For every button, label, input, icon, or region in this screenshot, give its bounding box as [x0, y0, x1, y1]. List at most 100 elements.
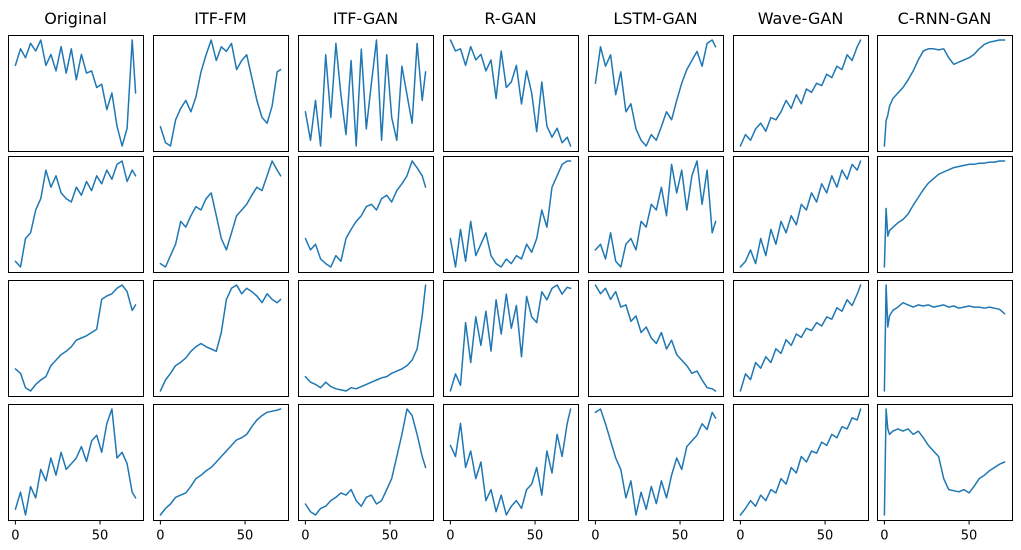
- panel-frame: [298, 35, 434, 152]
- column-title-itf-gan: ITF-GAN: [333, 9, 398, 28]
- x-tick-label: 0: [880, 529, 888, 544]
- panel-frame: [588, 280, 724, 397]
- panel-r2-r-gan: [443, 156, 579, 273]
- series-line: [883, 284, 1006, 392]
- panel-r3-wave-gan: [733, 280, 869, 397]
- panel-r3-itf-gan: [298, 280, 434, 397]
- panel-r1-itf-fm: [153, 35, 289, 152]
- x-tick-label: 50: [527, 529, 544, 544]
- series-line: [304, 39, 427, 147]
- panel-r4-itf-gan: [298, 404, 434, 521]
- series-line: [739, 408, 862, 516]
- panel-r4-lstm-gan: [588, 404, 724, 521]
- panel-frame: [588, 404, 724, 521]
- series-line: [594, 160, 717, 268]
- series-line: [739, 160, 862, 268]
- panel-r1-original: [8, 35, 144, 152]
- x-tick-label: 50: [92, 529, 109, 544]
- panel-r2-itf-gan: [298, 156, 434, 273]
- panel-r1-c-rnn-gan: [877, 35, 1013, 152]
- x-tick-label: 0: [301, 529, 309, 544]
- series-line: [594, 408, 717, 516]
- series-line: [159, 39, 282, 147]
- x-tick-label: 0: [11, 529, 19, 544]
- panel-r4-wave-gan: [733, 404, 869, 521]
- panel-r1-itf-gan: [298, 35, 434, 152]
- series-line: [14, 160, 137, 268]
- x-tick-label: 50: [961, 529, 978, 544]
- panel-frame: [443, 280, 579, 397]
- panel-r1-wave-gan: [733, 35, 869, 152]
- panel-r3-original: [8, 280, 144, 397]
- panel-r3-r-gan: [443, 280, 579, 397]
- panel-frame: [877, 156, 1013, 273]
- panel-frame: [733, 404, 869, 521]
- series-line: [304, 160, 427, 268]
- panel-frame: [8, 156, 144, 273]
- panel-frame: [733, 35, 869, 152]
- panel-r3-lstm-gan: [588, 280, 724, 397]
- panel-r2-original: [8, 156, 144, 273]
- series-line: [14, 408, 137, 516]
- panel-r4-itf-fm: [153, 404, 289, 521]
- panel-frame: [8, 280, 144, 397]
- x-tick-label: 0: [736, 529, 744, 544]
- series-line: [739, 284, 862, 392]
- series-line: [14, 284, 137, 392]
- series-line: [739, 39, 862, 147]
- panel-frame: [8, 35, 144, 152]
- panel-r4-r-gan: [443, 404, 579, 521]
- panel-frame: [153, 156, 289, 273]
- panel-r2-c-rnn-gan: [877, 156, 1013, 273]
- panel-frame: [8, 404, 144, 521]
- series-line: [14, 39, 137, 147]
- series-line: [159, 160, 282, 268]
- series-line: [883, 408, 1006, 516]
- x-tick-label: 0: [156, 529, 164, 544]
- panel-frame: [588, 156, 724, 273]
- panel-frame: [588, 35, 724, 152]
- series-line: [594, 39, 717, 147]
- series-line: [594, 284, 717, 392]
- series-line: [159, 284, 282, 392]
- panel-r2-wave-gan: [733, 156, 869, 273]
- series-line: [304, 284, 427, 392]
- panel-r4-c-rnn-gan: [877, 404, 1013, 521]
- column-title-wave-gan: Wave-GAN: [758, 9, 844, 28]
- series-line: [449, 284, 572, 392]
- panel-frame: [298, 404, 434, 521]
- panel-r3-c-rnn-gan: [877, 280, 1013, 397]
- series-line: [883, 39, 1006, 147]
- panel-r4-original: [8, 404, 144, 521]
- column-title-c-rnn-gan: C-RNN-GAN: [898, 9, 992, 28]
- x-tick-label: 0: [446, 529, 454, 544]
- panel-grid: [8, 35, 1013, 521]
- panel-frame: [443, 35, 579, 152]
- series-line: [449, 408, 572, 516]
- panel-frame: [877, 404, 1013, 521]
- x-tick-label: 50: [382, 529, 399, 544]
- series-line: [304, 408, 427, 516]
- panel-frame: [733, 280, 869, 397]
- panel-frame: [298, 280, 434, 397]
- panel-frame: [298, 156, 434, 273]
- panel-r1-r-gan: [443, 35, 579, 152]
- x-tick-label: 0: [591, 529, 599, 544]
- panel-frame: [877, 35, 1013, 152]
- x-axis-ticks: 0 50 0 50 0 50 0 50 0 50 0 50 0 50: [11, 520, 978, 544]
- panel-frame: [443, 404, 579, 521]
- column-title-itf-fm: ITF-FM: [194, 9, 246, 28]
- column-title-original: Original: [44, 9, 107, 28]
- column-titles: Original ITF-FM ITF-GAN R-GAN LSTM-GAN Wave-G…: [44, 9, 991, 28]
- series-line: [883, 160, 1006, 268]
- panel-r1-lstm-gan: [588, 35, 724, 152]
- panel-frame: [153, 35, 289, 152]
- series-line: [449, 160, 572, 268]
- panel-frame: [153, 404, 289, 521]
- column-title-r-gan: R-GAN: [484, 9, 536, 28]
- panel-r2-itf-fm: [153, 156, 289, 273]
- column-title-lstm-gan: LSTM-GAN: [613, 9, 697, 28]
- series-line: [449, 39, 572, 147]
- panel-r2-lstm-gan: [588, 156, 724, 273]
